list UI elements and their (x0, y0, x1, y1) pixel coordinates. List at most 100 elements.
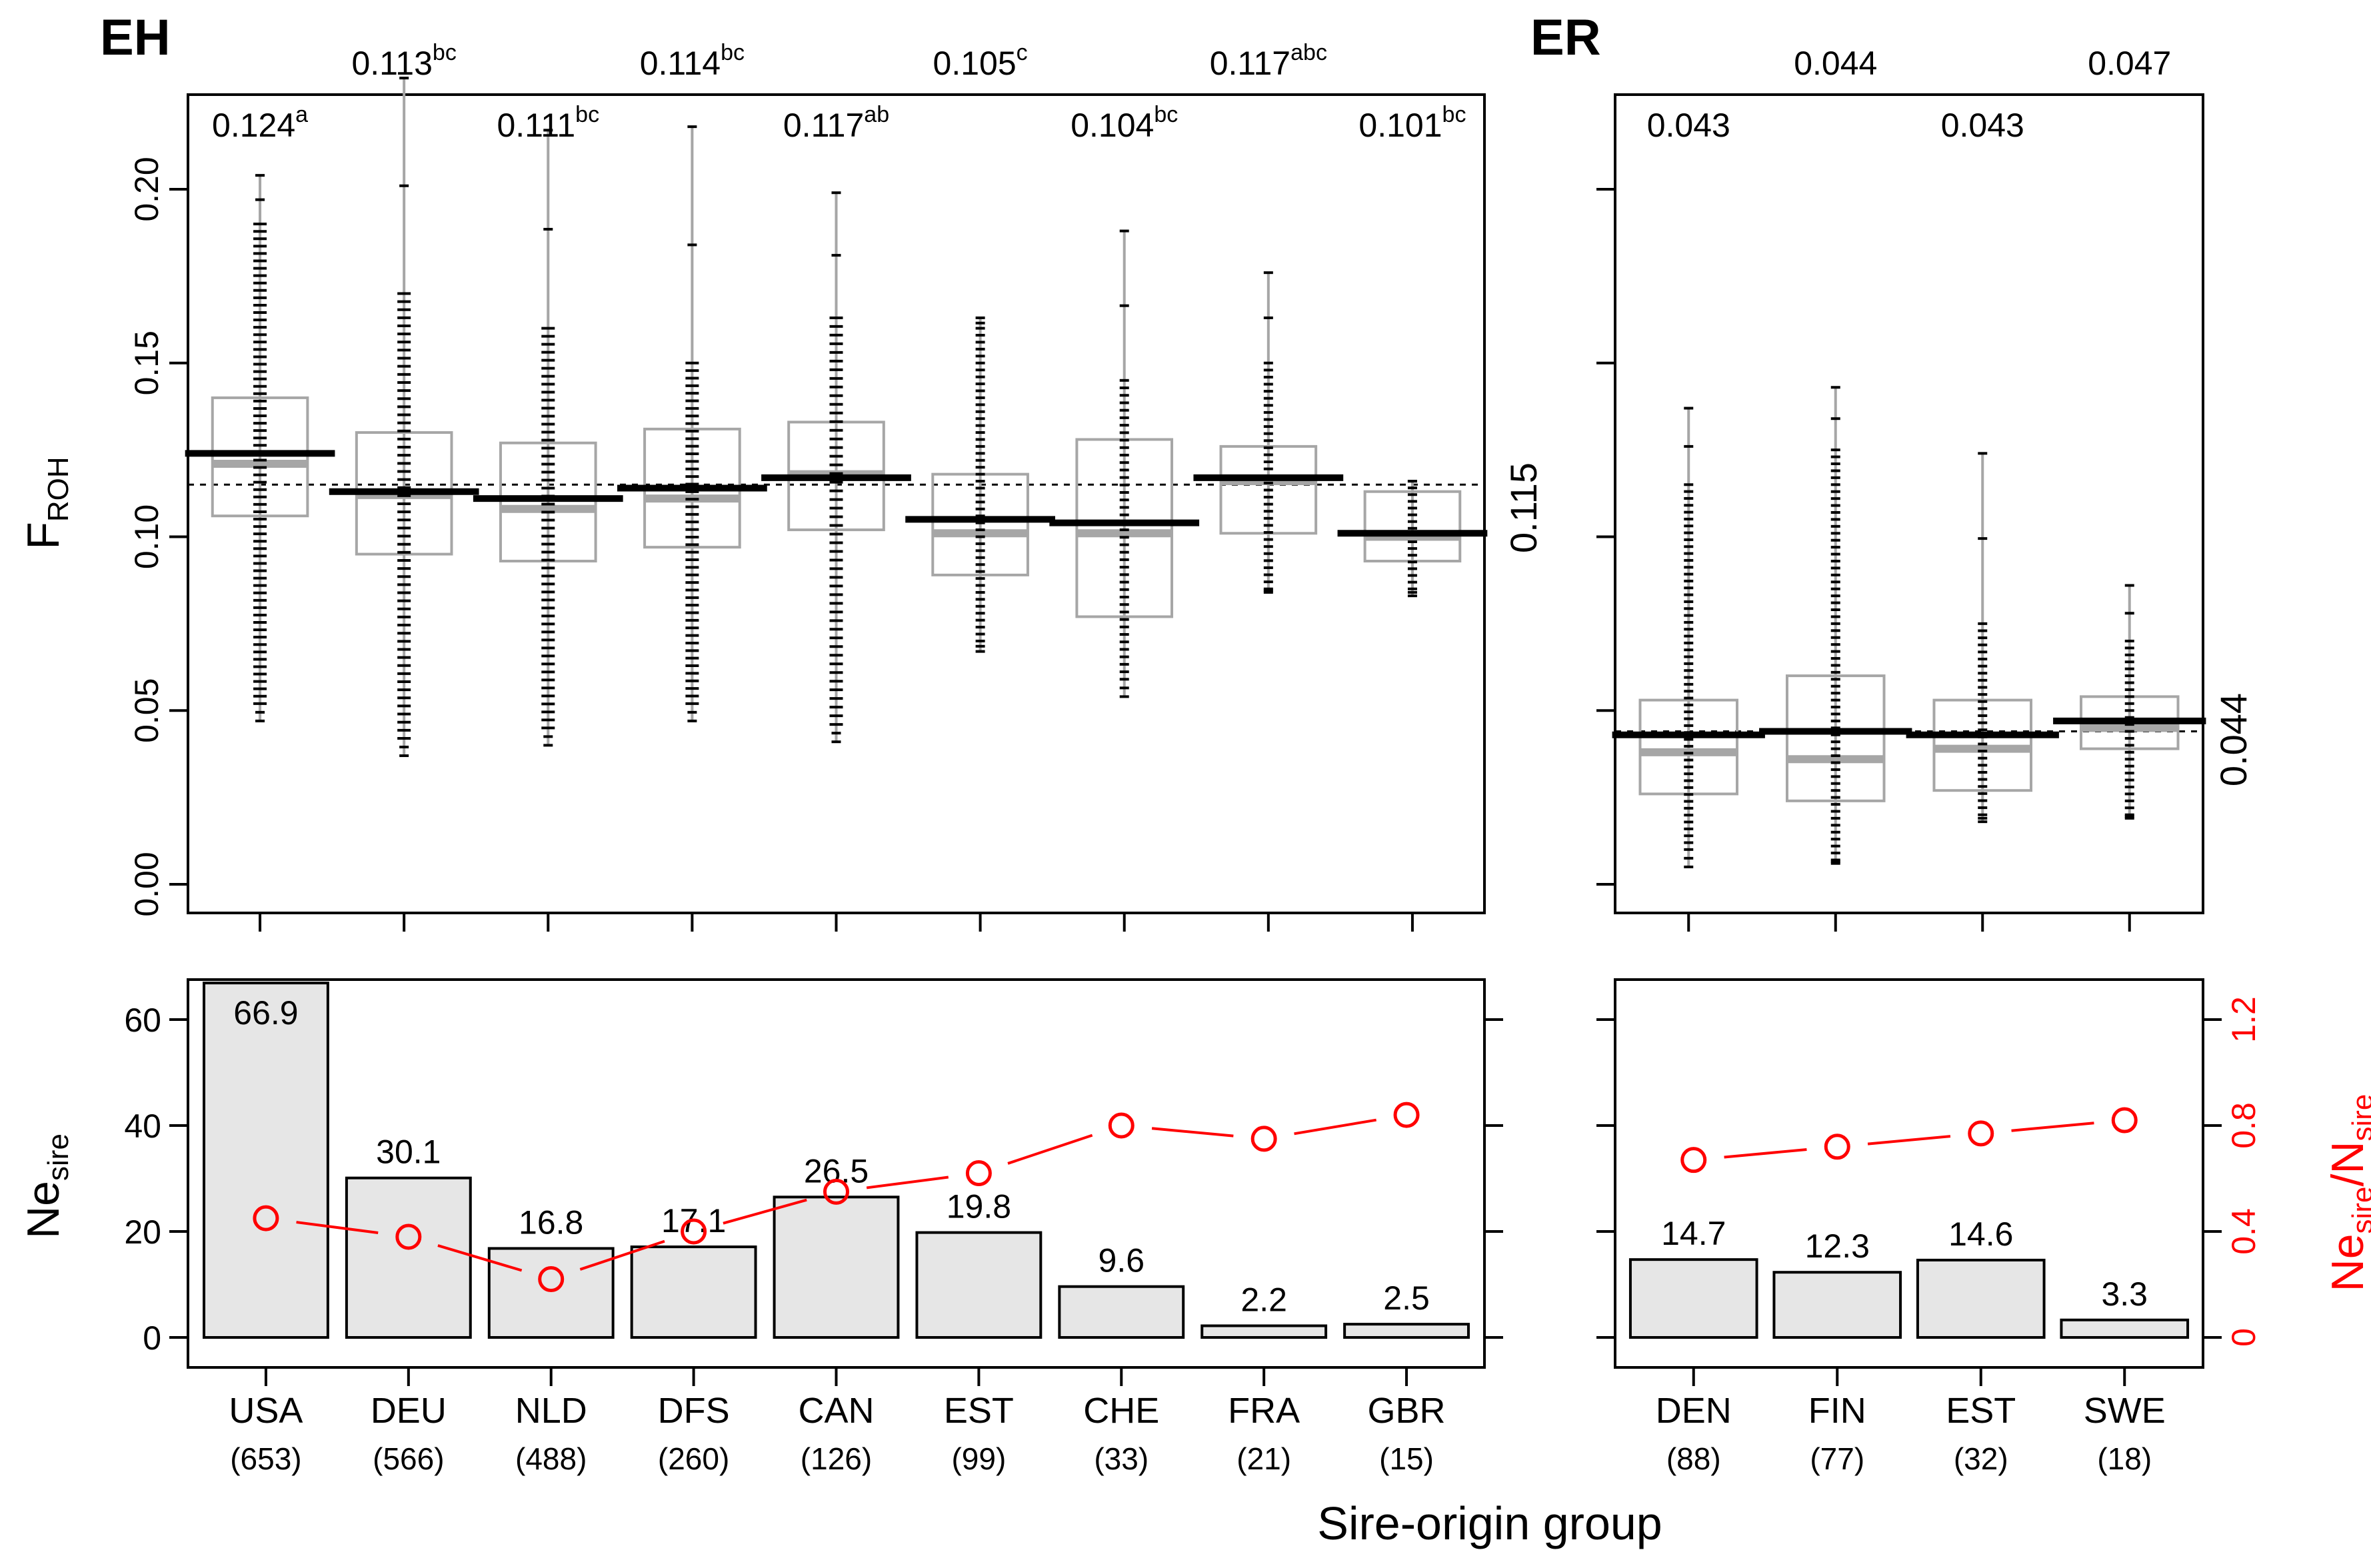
mean-value: 0.044 (1794, 45, 1877, 82)
mean-superscript: bc (1442, 102, 1466, 127)
mean-superscript: bc (1154, 102, 1178, 127)
bar-fra (1200, 1324, 1328, 1339)
mean-value: 0.043 (1647, 107, 1730, 144)
bar-fin (1772, 1271, 1902, 1339)
plot-frame (1614, 978, 2204, 1369)
mean-value: 0.117 (1210, 45, 1290, 82)
count-label: (488) (515, 1441, 587, 1476)
ratio-axis-title: Nesire/Nsire (2322, 1094, 2371, 1292)
y-tick-label: 0.00 (128, 852, 165, 916)
bar-dfs (630, 1245, 757, 1339)
ratio-point (681, 1218, 707, 1245)
ratio-point (965, 1160, 992, 1187)
box-group-usa (185, 174, 335, 722)
mean-value: 0.124 (212, 107, 295, 144)
mean-label-deu: 0.113bc (351, 40, 456, 82)
category-label: EST (944, 1391, 1014, 1431)
category-label: CAN (798, 1391, 874, 1431)
category-label: CHE (1083, 1391, 1159, 1431)
bar-value-label: 2.2 (1240, 1281, 1287, 1319)
ratio-line-segment (1007, 1134, 1093, 1165)
ne-plot-er: 0 0.4 0.8 1.2 14.7 DEN (88) 12.3 FIN (77) 14.6 EST (… (1596, 978, 2262, 1476)
ne-axis-title-main: Ne (18, 1181, 69, 1239)
ratio-axis-title-slash: / (2322, 1174, 2371, 1187)
ratio-tick-label: 1.2 (2225, 996, 2262, 1043)
mean-value: 0.111 (497, 107, 575, 144)
ratio-tick-label: 0 (2225, 1328, 2262, 1347)
category-label: DFS (658, 1391, 730, 1431)
x-axis-title: Sire-origin group (1317, 1497, 1662, 1549)
mean-label-est: 0.105c (933, 40, 1028, 82)
ratio-point (253, 1205, 279, 1231)
category-label: FIN (1808, 1391, 1866, 1431)
mean-label-usa: 0.124a (212, 102, 308, 144)
bar-usa (203, 982, 329, 1339)
mean-label-nld: 0.111bc (497, 102, 599, 144)
froh-plot-er: 0.043 0.044 0.043 0.047 (1596, 45, 2206, 932)
mean-value: 0.047 (2088, 45, 2171, 82)
ratio-tick-label: 0.8 (2225, 1102, 2262, 1149)
mean-label-est: 0.043 (1941, 107, 2024, 144)
ratio-point (1393, 1102, 1420, 1128)
category-label: USA (229, 1391, 303, 1431)
count-label: (15) (1379, 1441, 1434, 1476)
bar-can (773, 1195, 900, 1339)
box-group-fin (1759, 386, 1912, 865)
ratio-line-segment (437, 1244, 523, 1272)
ratio-point (1968, 1120, 1994, 1147)
count-label: (77) (1810, 1441, 1864, 1476)
bar-value-label: 14.6 (1948, 1215, 2013, 1253)
ratio-line-segment (723, 1198, 807, 1225)
mean-label-gbr: 0.101bc (1358, 102, 1466, 144)
bar-nld (487, 1247, 615, 1339)
y-tick-label: 20 (124, 1213, 161, 1251)
box-group-che (1049, 229, 1200, 698)
box-group-nld (473, 129, 623, 747)
bar-value-label: 16.8 (519, 1203, 583, 1241)
mean-superscript: abc (1290, 40, 1327, 65)
iqr-box (1785, 674, 1886, 802)
ne-plot-eh: 0 20 40 60 66.9 USA (653) 30.1 DEU (566) 16.8 NLD (4… (124, 978, 1503, 1476)
mean-superscript: bc (575, 102, 599, 127)
category-label: SWE (2084, 1391, 2166, 1431)
ratio-line-segment (1867, 1135, 1951, 1146)
ratio-axis-title-b: N (2322, 1142, 2371, 1174)
bar-gbr (1343, 1323, 1470, 1339)
mean-value: 0.114 (640, 45, 721, 82)
ratio-point (1108, 1112, 1135, 1139)
bar-value-label: 66.9 (233, 994, 298, 1032)
y-tick-label: 0.10 (128, 504, 165, 569)
mean-value: 0.105 (933, 45, 1017, 82)
bar-value-label: 3.3 (2101, 1275, 2148, 1313)
ratio-point (395, 1223, 422, 1250)
bar-value-label: 14.7 (1661, 1215, 1726, 1252)
y-tick-label: 0.05 (128, 678, 165, 743)
froh-axis-title: FROH (18, 456, 75, 549)
box-group-dfs (617, 125, 767, 722)
category-label: EST (1946, 1391, 2016, 1431)
ratio-line-segment (1151, 1127, 1234, 1138)
ne-axis-title: Nesire (18, 1134, 75, 1239)
ratio-point (1680, 1147, 1707, 1174)
ref-label-eh: 0.115 (1502, 462, 1544, 553)
panel-label-eh: EH (100, 9, 171, 66)
box-group-deu (329, 77, 479, 758)
mean-label-che: 0.104bc (1071, 102, 1178, 144)
mean-superscript: ab (864, 102, 889, 127)
count-label: (18) (2097, 1441, 2152, 1476)
bar-value-label: 9.6 (1099, 1242, 1145, 1279)
mean-value: 0.104 (1071, 107, 1154, 144)
iqr-box (211, 396, 309, 518)
bar-est (1916, 1258, 2046, 1339)
mean-label-den: 0.043 (1647, 107, 1730, 144)
y-tick-label: 0.20 (128, 157, 165, 221)
ratio-line-segment (1724, 1148, 1807, 1159)
mean-superscript: a (295, 102, 308, 127)
mean-label-dfs: 0.114bc (640, 40, 745, 82)
ratio-axis-title-b-sub: sire (2346, 1094, 2371, 1142)
count-label: (653) (230, 1441, 301, 1476)
category-label: DEN (1656, 1391, 1732, 1431)
bar-value-label: 2.5 (1383, 1279, 1430, 1317)
mean-superscript: bc (721, 40, 745, 65)
